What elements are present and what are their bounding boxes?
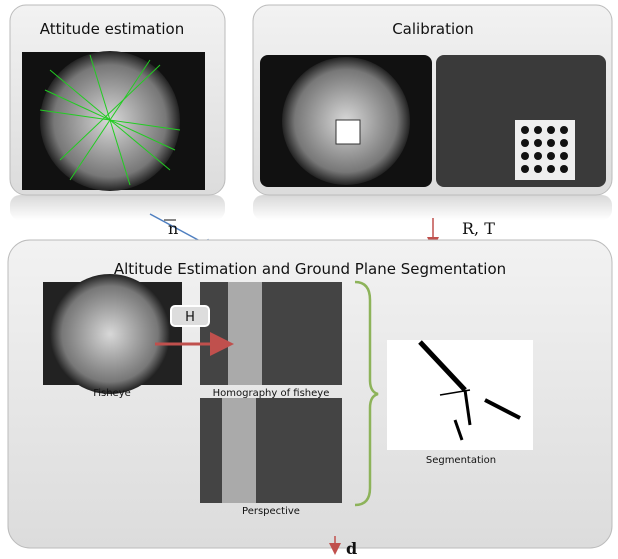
arrow-label: n [168,219,178,238]
panel-title: Attitude estimation [40,20,184,38]
grid-dots [521,126,568,173]
panel-title: Altitude Estimation and Ground Plane Seg… [114,260,506,278]
caption: Perspective [242,506,300,517]
h-box [170,305,210,327]
caption: Fisheye [93,388,131,399]
caption: Segmentation [426,455,496,466]
homography-image [200,282,342,385]
fisheye-lens [50,274,170,394]
segmentation-blobs [418,340,521,441]
reflection [253,195,612,220]
road-stripe [222,398,256,503]
h-label: H [185,310,195,325]
checkerboard [335,119,361,145]
arrow-label: d [346,539,357,558]
road-stripe [228,282,262,385]
arrow-label: R, T [462,219,495,238]
line-overlay [39,54,181,186]
caption: Homography of fisheye [213,388,330,399]
panel-title: Calibration [392,20,474,38]
brace [354,280,379,507]
reflection [10,195,225,220]
perspective-image [200,398,342,503]
